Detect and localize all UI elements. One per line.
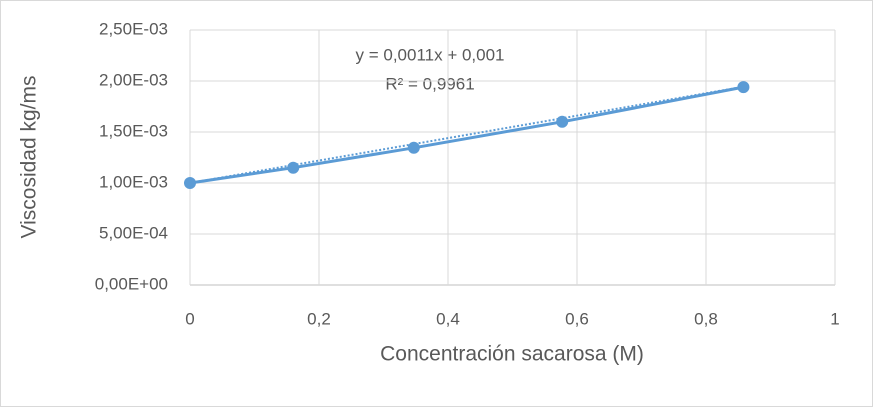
y-tick-label: 2,00E-03 [99,70,168,89]
trend-r2: R² = 0,9961 [385,74,474,93]
x-tick-label: 0,4 [436,309,460,328]
data-point [184,177,196,189]
x-axis-title: Concentración sacarosa (M) [380,343,644,366]
y-tick-label: 2,50E-03 [99,19,168,38]
x-tick-label: 1 [830,309,839,328]
y-axis-title: Viscosidad kg/ms [18,75,41,238]
y-tick-label: 5,00E-04 [99,223,168,242]
trend-equation: y = 0,0011x + 0,001 [355,45,504,64]
y-tick-label: 0,00E+00 [95,274,168,293]
x-tick-label: 0,2 [307,309,331,328]
y-tick-label: 1,50E-03 [99,121,168,140]
y-tick-label: 1,00E-03 [99,172,168,191]
x-tick-label: 0,8 [694,309,718,328]
x-tick-label: 0,6 [565,309,589,328]
data-point [737,81,750,94]
x-tick-label: 0 [185,309,194,328]
data-point [407,141,420,154]
trendline [189,85,744,184]
data-point [287,161,300,174]
data-point [556,115,569,128]
